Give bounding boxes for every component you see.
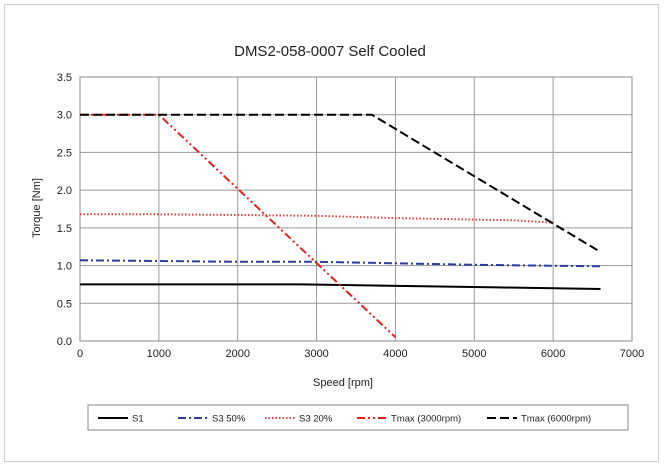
legend-label: Tmax (6000rpm) bbox=[521, 414, 591, 425]
legend: S1 S3 50% S3 20% Tmax (3000rpm) Tmax (6000rp… bbox=[98, 414, 591, 425]
x-tick-label: 6000 bbox=[541, 348, 565, 360]
series-lines bbox=[79, 113, 602, 338]
legend-label: S3 50% bbox=[212, 414, 246, 425]
x-axis-label: Speed [rpm] bbox=[313, 377, 373, 389]
legend-label: S1 bbox=[132, 414, 144, 425]
y-tick-label: 1.0 bbox=[57, 261, 72, 273]
y-axis-label: Torque [Nm] bbox=[31, 178, 43, 238]
x-tick-label: 4000 bbox=[383, 348, 407, 360]
plot-area-border bbox=[79, 76, 633, 342]
x-tick-label: 3000 bbox=[304, 348, 328, 360]
y-tick-label: 0.5 bbox=[57, 298, 72, 310]
y-tick-label: 2.5 bbox=[57, 147, 72, 159]
x-tick-label: 7000 bbox=[620, 348, 644, 360]
legend-label: Tmax (3000rpm) bbox=[391, 414, 461, 425]
chart-frame bbox=[4, 4, 659, 462]
grid-lines bbox=[79, 76, 633, 342]
series-line-2 bbox=[80, 213, 554, 224]
x-tick-label: 2000 bbox=[225, 348, 249, 360]
y-tick-label: 3.0 bbox=[57, 110, 72, 122]
chart-title: DMS2-058-0007 Self Cooled bbox=[234, 43, 426, 60]
y-tick-label: 2.0 bbox=[57, 185, 72, 197]
series-line-0 bbox=[80, 283, 601, 290]
x-tick-label: 1000 bbox=[147, 348, 171, 360]
x-axis-ticks: 0 1000 2000 3000 4000 5000 6000 7000 bbox=[77, 348, 644, 360]
y-tick-label: 0.0 bbox=[57, 336, 72, 348]
x-tick-label: 0 bbox=[77, 348, 83, 360]
y-tick-label: 3.5 bbox=[57, 72, 72, 84]
y-tick-label: 1.5 bbox=[57, 223, 72, 235]
series-line-4 bbox=[80, 113, 602, 253]
x-tick-label: 5000 bbox=[462, 348, 486, 360]
legend-label: S3 20% bbox=[299, 414, 333, 425]
y-axis-ticks: 0.0 0.5 1.0 1.5 2.0 2.5 3.0 3.5 bbox=[57, 72, 72, 348]
